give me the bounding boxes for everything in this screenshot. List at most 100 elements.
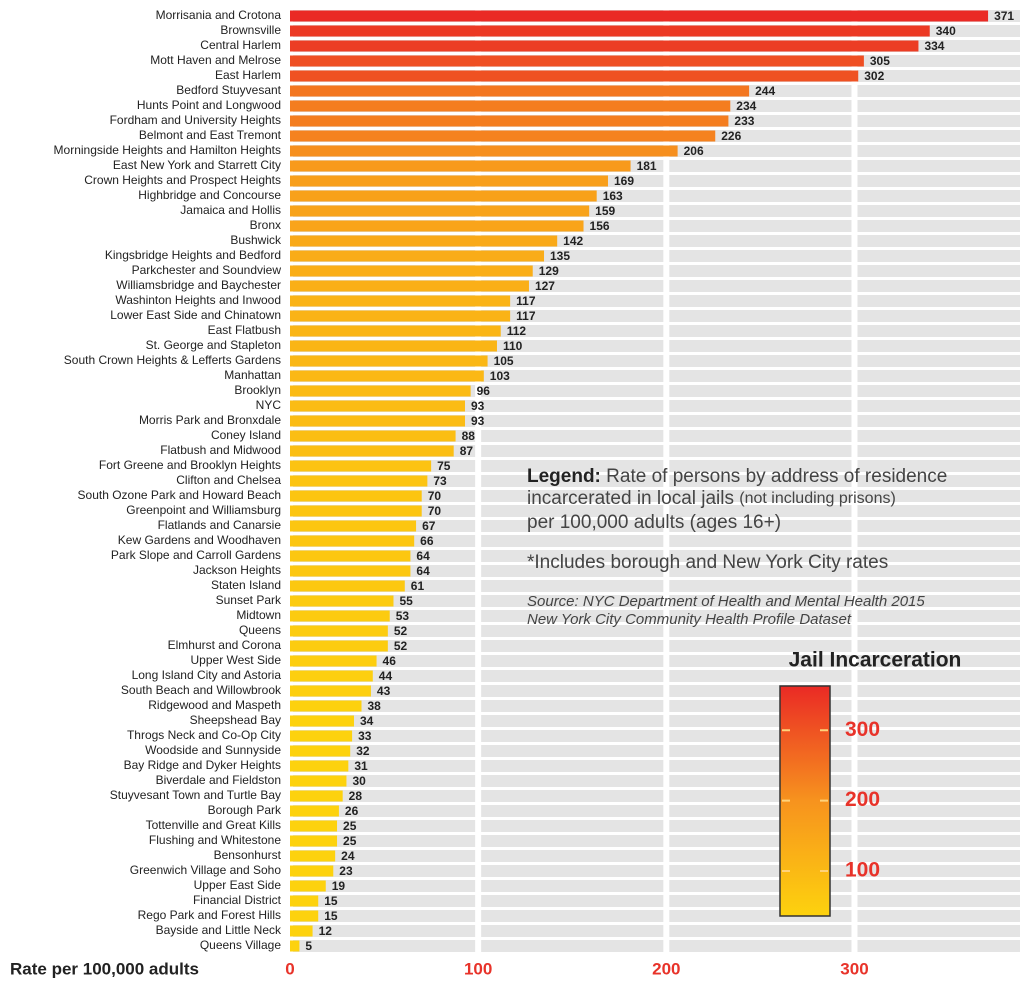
value-label: 31 <box>354 759 368 773</box>
bar <box>290 850 336 862</box>
bar <box>290 835 338 847</box>
bar <box>290 700 362 712</box>
category-label: Highbridge and Concourse <box>138 188 281 202</box>
colorbar-tick-label: 300 <box>845 718 880 741</box>
value-label: 334 <box>924 39 944 53</box>
category-label: Parkchester and Soundview <box>132 263 282 277</box>
category-label: Greenwich Village and Soho <box>130 863 282 877</box>
bar <box>290 535 415 547</box>
category-label: Kew Gardens and Woodhaven <box>118 533 281 547</box>
row-stripe <box>290 430 1020 442</box>
bar <box>290 355 488 367</box>
row-stripe <box>290 715 1020 727</box>
category-label: East Harlem <box>215 68 281 82</box>
category-label: Brooklyn <box>234 383 281 397</box>
value-label: 129 <box>539 264 559 278</box>
value-label: 26 <box>345 804 359 818</box>
bar <box>290 415 465 427</box>
value-label: 103 <box>490 369 510 383</box>
row-stripe <box>290 730 1020 742</box>
category-label: Flushing and Whitestone <box>149 833 281 847</box>
bar <box>290 175 608 187</box>
bar <box>290 325 501 337</box>
bar <box>290 295 511 307</box>
bar <box>290 235 558 247</box>
value-label: 53 <box>396 609 410 623</box>
value-label: 19 <box>332 879 346 893</box>
value-label: 105 <box>494 354 514 368</box>
row-stripe <box>290 790 1020 802</box>
category-label: Long Island City and Astoria <box>132 668 282 682</box>
row-stripe <box>290 595 1020 607</box>
x-tick-label: 200 <box>652 959 680 978</box>
row-stripe <box>290 760 1020 772</box>
category-label: Crown Heights and Prospect Heights <box>84 173 281 187</box>
category-label: Bedford Stuyvesant <box>176 83 281 97</box>
bar <box>290 310 511 322</box>
bar <box>290 685 371 697</box>
bars <box>290 10 989 952</box>
category-label: Morris Park and Bronxdale <box>139 413 281 427</box>
value-label: 75 <box>437 459 451 473</box>
category-label: Morningside Heights and Hamilton Heights <box>54 143 281 157</box>
value-label: 93 <box>471 399 485 413</box>
value-label: 112 <box>507 324 527 338</box>
row-stripe <box>290 670 1020 682</box>
row-stripe <box>290 385 1020 397</box>
value-label: 226 <box>721 129 741 143</box>
bar <box>290 715 354 727</box>
value-label: 43 <box>377 684 391 698</box>
bar <box>290 400 465 412</box>
bar <box>290 445 454 457</box>
bar <box>290 190 597 202</box>
value-label: 34 <box>360 714 374 728</box>
bar <box>290 580 405 592</box>
category-label: Fort Greene and Brooklyn Heights <box>99 458 281 472</box>
row-stripe <box>290 490 1020 502</box>
bar <box>290 25 930 37</box>
bar <box>290 385 471 397</box>
category-label: Williamsbridge and Baychester <box>116 278 281 292</box>
category-label: Bronx <box>250 218 281 232</box>
value-label: 371 <box>994 9 1014 23</box>
category-label: Belmont and East Tremont <box>139 128 282 142</box>
value-label: 93 <box>471 414 485 428</box>
category-label: Greenpoint and Williamsburg <box>126 503 281 517</box>
row-stripe <box>290 805 1020 817</box>
row-stripe <box>290 940 1020 952</box>
category-label: Flatlands and Canarsie <box>158 518 282 532</box>
category-label: Bayside and Little Neck <box>156 923 282 937</box>
row-stripe <box>290 655 1020 667</box>
category-label: Bushwick <box>230 233 282 247</box>
category-label: Woodside and Sunnyside <box>145 743 281 757</box>
value-label: 135 <box>550 249 570 263</box>
bar <box>290 145 678 157</box>
value-label: 206 <box>684 144 704 158</box>
value-label: 88 <box>462 429 476 443</box>
bar <box>290 520 417 532</box>
x-axis-label: Rate per 100,000 adults <box>10 959 199 978</box>
bar <box>290 940 300 952</box>
row-stripe <box>290 925 1020 937</box>
row-stripe <box>290 415 1020 427</box>
category-label: East New York and Starrett City <box>113 158 281 172</box>
bar <box>290 730 353 742</box>
value-label: 24 <box>341 849 355 863</box>
bar <box>290 40 919 52</box>
category-label: Tottenville and Great Kills <box>146 818 281 832</box>
bar <box>290 865 334 877</box>
bar <box>290 490 422 502</box>
bar <box>290 115 729 127</box>
bar <box>290 670 373 682</box>
category-label: Kingsbridge Heights and Bedford <box>105 248 281 262</box>
category-label: South Beach and Willowbrook <box>121 683 282 697</box>
row-stripe <box>290 910 1020 922</box>
bar <box>290 340 497 352</box>
bar <box>290 250 545 262</box>
category-label: South Ozone Park and Howard Beach <box>78 488 281 502</box>
value-label: 32 <box>356 744 370 758</box>
row-stripe <box>290 775 1020 787</box>
category-label: Biverdale and Fieldston <box>156 773 281 787</box>
category-label: Queens <box>239 623 281 637</box>
category-label: Stuyvesant Town and Turtle Bay <box>110 788 281 802</box>
